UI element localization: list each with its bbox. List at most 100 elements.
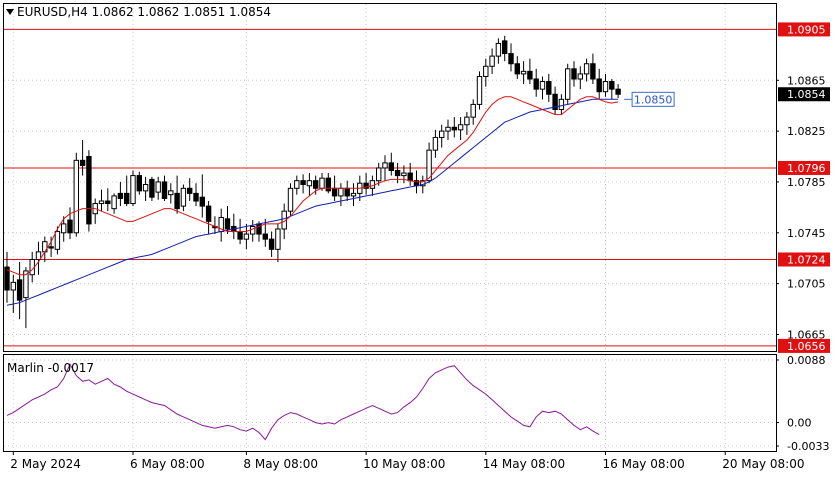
candle-body[interactable] (10, 281, 17, 291)
candle-body[interactable] (571, 68, 577, 80)
candle-body[interactable] (205, 205, 212, 222)
candle-body[interactable] (495, 42, 502, 57)
candle-body[interactable] (350, 192, 357, 197)
candle-body[interactable] (306, 180, 313, 187)
candle-body[interactable] (199, 196, 206, 207)
candle-body[interactable] (602, 81, 609, 93)
candle-body[interactable] (105, 200, 111, 205)
candle-body[interactable] (527, 70, 533, 80)
candle-body[interactable] (615, 88, 621, 95)
candle-body[interactable] (483, 65, 489, 77)
candle-body[interactable] (508, 53, 514, 65)
time-tick-label: 8 May 08:00 (243, 457, 318, 471)
candle-body[interactable] (294, 180, 300, 189)
candle-body[interactable] (464, 116, 470, 126)
candle-body[interactable] (476, 75, 483, 105)
candle-body[interactable] (514, 63, 520, 75)
candle-body[interactable] (98, 200, 105, 205)
candle-body[interactable] (300, 180, 306, 185)
candle-body[interactable] (180, 187, 187, 207)
candle-body[interactable] (136, 175, 143, 192)
slow-ma-line (6, 98, 619, 306)
candle-body[interactable] (533, 78, 539, 90)
candle-body[interactable] (439, 130, 445, 138)
level-price-label: 1.0724 (787, 253, 826, 266)
candle-body[interactable] (313, 180, 319, 189)
candle-body[interactable] (142, 183, 149, 192)
candle-body[interactable] (35, 251, 42, 260)
candle-body[interactable] (539, 81, 546, 90)
candle-body[interactable] (369, 180, 376, 189)
indicator-plot-area[interactable] (4, 355, 776, 451)
candle-body[interactable] (331, 187, 338, 197)
candle-body[interactable] (117, 192, 124, 199)
candle-body[interactable] (552, 93, 558, 110)
callout-box (631, 91, 675, 107)
candle-body[interactable] (520, 70, 527, 75)
candle-body[interactable] (401, 172, 407, 177)
candle-body[interactable] (161, 181, 168, 199)
candle-body[interactable] (73, 159, 79, 234)
candle-body[interactable] (111, 195, 117, 210)
candle-body[interactable] (470, 103, 476, 118)
candle-body[interactable] (130, 175, 136, 205)
candle-body[interactable] (275, 228, 281, 250)
candle-body[interactable] (268, 238, 275, 250)
level-price-tag (778, 160, 830, 175)
candle-body[interactable] (149, 178, 155, 198)
candle-body[interactable] (243, 233, 250, 240)
candle-body[interactable] (565, 68, 571, 100)
candle-body[interactable] (187, 187, 193, 194)
candle-body[interactable] (174, 192, 180, 210)
candle-body[interactable] (48, 246, 54, 249)
candle-body[interactable] (407, 172, 413, 182)
candle-body[interactable] (287, 187, 294, 212)
candle-body[interactable] (168, 190, 174, 196)
candle-body[interactable] (16, 279, 23, 301)
candle-body[interactable] (155, 181, 161, 193)
candle-body[interactable] (445, 126, 451, 132)
candle-body[interactable] (609, 81, 615, 90)
candle-body[interactable] (193, 192, 199, 202)
candle-body[interactable] (426, 149, 432, 182)
candle-body[interactable] (237, 231, 243, 240)
candle-body[interactable] (376, 167, 382, 182)
candle-body[interactable] (54, 231, 61, 250)
candle-body[interactable] (596, 78, 602, 93)
level-price-label: 1.0796 (787, 162, 826, 175)
candle-body[interactable] (590, 63, 596, 80)
current-price-label: 1.0854 (787, 88, 826, 101)
candle-body[interactable] (224, 218, 231, 230)
candle-body[interactable] (325, 177, 332, 192)
candle-body[interactable] (86, 156, 92, 225)
candle-body[interactable] (23, 270, 29, 299)
main-plot-area[interactable]: 1.0850 (4, 4, 776, 351)
collapse-triangle-icon[interactable] (6, 9, 14, 15)
candle-body[interactable] (502, 40, 508, 55)
candle-body[interactable] (250, 225, 256, 235)
candle-body[interactable] (546, 81, 552, 95)
candle-body[interactable] (344, 187, 350, 197)
candle-body[interactable] (451, 126, 458, 131)
candle-body[interactable] (124, 192, 130, 205)
level-price-tag (778, 252, 830, 267)
candle-body[interactable] (558, 98, 565, 110)
candle-body[interactable] (489, 55, 495, 67)
candle-body[interactable] (388, 162, 395, 172)
candle-body[interactable] (61, 223, 67, 234)
price-tick-label: 1.0665 (787, 328, 826, 341)
candle-body[interactable] (338, 187, 344, 197)
candle-body[interactable] (583, 63, 590, 75)
candle-body[interactable] (363, 182, 369, 189)
candle-body[interactable] (4, 266, 10, 291)
candle-body[interactable] (432, 136, 439, 151)
candle-body[interactable] (262, 233, 269, 240)
candle-body[interactable] (67, 219, 73, 234)
price-tick-label: 1.0705 (787, 278, 826, 291)
candle-body[interactable] (79, 159, 86, 166)
candle-body[interactable] (457, 124, 464, 131)
candle-body[interactable] (394, 170, 401, 177)
candle-body[interactable] (382, 162, 388, 169)
candle-body[interactable] (577, 73, 583, 80)
candle-body[interactable] (319, 177, 325, 189)
